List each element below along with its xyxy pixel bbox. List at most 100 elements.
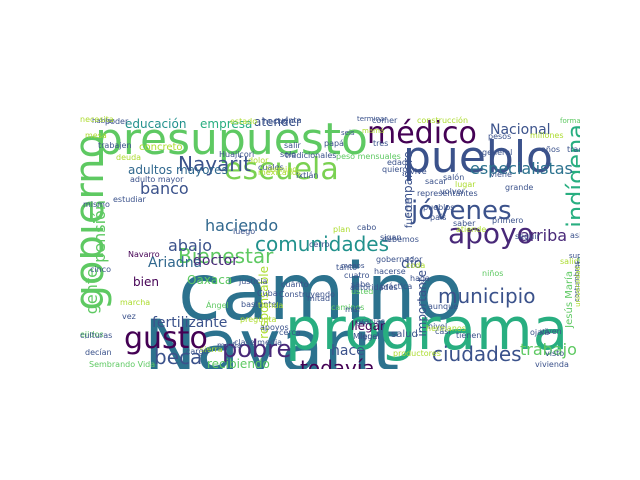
word: vez: [122, 312, 136, 321]
word: edad: [387, 158, 407, 167]
word: Construyendo: [279, 290, 335, 299]
word: gente: [82, 268, 101, 315]
word: pueblo: [403, 132, 553, 183]
word: mamá: [362, 127, 385, 135]
word: vive: [410, 167, 427, 176]
word: arriba: [520, 226, 568, 245]
word: casi: [435, 327, 451, 336]
word: fuerte: [404, 198, 415, 229]
word: Nacional: [490, 122, 551, 138]
word: quiero: [382, 165, 408, 174]
word: apoyo: [448, 217, 534, 250]
word: Nayarit: [144, 305, 400, 369]
word: trabajo: [520, 340, 577, 359]
word: luego: [233, 227, 256, 236]
word: general: [482, 148, 513, 157]
word: construcción: [417, 116, 469, 125]
word: necesita: [80, 116, 114, 124]
word: ojalá: [530, 328, 550, 337]
word: práctica: [380, 282, 413, 291]
word: mismo: [83, 200, 110, 209]
word: gracias: [356, 317, 385, 326]
word: Ángel: [206, 301, 229, 310]
word: justicia: [239, 277, 268, 286]
word: concreto: [139, 142, 183, 153]
word: sierra: [200, 345, 223, 354]
word: aunque: [428, 302, 459, 311]
word: mitad: [307, 294, 331, 303]
word: país: [430, 213, 447, 222]
word: papá: [324, 139, 344, 148]
word: plan: [333, 225, 351, 234]
word: salida: [560, 257, 580, 266]
word: hecho: [263, 117, 288, 126]
word: especialistas: [470, 159, 573, 178]
word: Navarro: [128, 250, 160, 259]
word: trabajen: [98, 141, 132, 150]
word: Sembrando Vida: [89, 360, 156, 369]
word: mesa: [85, 131, 107, 140]
word: volver: [440, 187, 465, 196]
word: beca: [154, 345, 203, 369]
word: menos: [341, 262, 365, 270]
word: universidad: [574, 266, 580, 307]
word: pregunta: [240, 315, 277, 324]
word: productores: [393, 349, 441, 358]
word: años: [541, 145, 561, 154]
word: Ariadna: [148, 255, 203, 271]
word: salud: [391, 329, 418, 340]
word: hablar: [92, 117, 115, 125]
word: atiende: [456, 225, 487, 234]
word: tradiciones: [567, 145, 580, 154]
word: haga: [410, 274, 430, 283]
word: seguir: [515, 232, 540, 241]
word: Miguel: [353, 332, 380, 341]
word: pobre: [222, 335, 292, 363]
word: poder: [105, 117, 129, 126]
word: nivel: [428, 322, 448, 331]
word: mayores: [578, 256, 580, 263]
word-cloud: camino Nayarit programa presupuesto pueblo es…: [80, 116, 580, 369]
word: Oaxaca: [187, 273, 233, 287]
word: estado: [230, 117, 258, 126]
word: jóvenes: [411, 196, 512, 226]
word: comer: [372, 116, 398, 125]
word: peso mensuales: [336, 152, 401, 161]
word: autoridades: [350, 283, 398, 292]
word: banco: [140, 179, 189, 198]
word: saber: [453, 219, 476, 228]
word: cabo: [357, 223, 377, 232]
word: formando: [560, 117, 580, 125]
word: tienda: [258, 301, 284, 310]
word: cerro: [309, 240, 330, 249]
word: Nayarit: [178, 152, 251, 176]
word: representantes: [417, 189, 478, 198]
word: visto: [545, 349, 565, 358]
word: sigan: [380, 233, 402, 242]
word: pesos: [488, 132, 512, 141]
word: hace: [331, 343, 365, 359]
word: viven: [540, 327, 562, 336]
word: médico: [367, 116, 477, 151]
word: decían: [85, 348, 112, 357]
word: hermanos: [426, 324, 466, 333]
word: mar: [345, 305, 361, 314]
word: tradicionales: [285, 151, 337, 160]
word: seis: [341, 129, 355, 137]
word: gobernador: [376, 255, 423, 264]
word: programa: [285, 295, 569, 363]
word: ciudades: [432, 342, 522, 366]
word: culturas: [80, 331, 113, 340]
word: Cuba: [257, 289, 278, 298]
word: usted: [351, 287, 374, 296]
word: Ixtlán: [296, 171, 319, 180]
word: media: [217, 341, 242, 350]
word: presupuesto: [95, 116, 368, 165]
word: bien: [133, 275, 159, 289]
word: sacar: [425, 177, 447, 186]
word: comunidades: [255, 232, 389, 256]
word: escuela: [224, 152, 339, 187]
word: clase media: [234, 338, 283, 347]
word: empresa: [200, 117, 253, 131]
word: estudiar: [113, 195, 146, 204]
